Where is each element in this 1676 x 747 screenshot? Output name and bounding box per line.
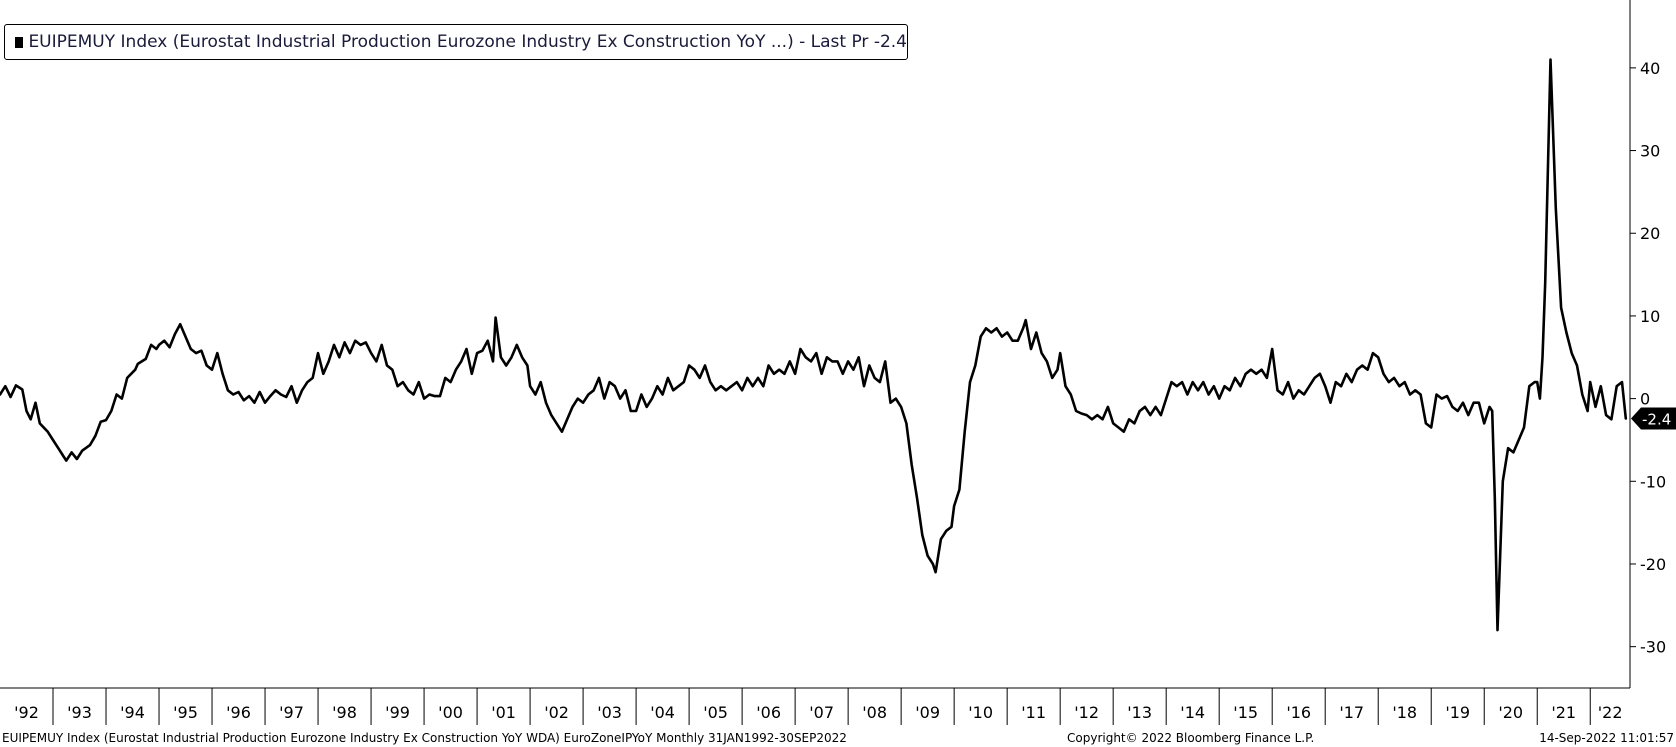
x-tick-label: '14 [1180, 703, 1205, 722]
last-value-marker: -2.4 [1631, 407, 1676, 430]
x-tick-label: '94 [120, 703, 145, 722]
x-tick-label: '21 [1551, 703, 1576, 722]
x-tick-label: '11 [1021, 703, 1046, 722]
last-value-label: -2.4 [1642, 410, 1671, 428]
footer-ticker-description: EUIPEMUY Index (Eurostat Industrial Prod… [2, 731, 847, 745]
x-tick-label: '15 [1233, 703, 1258, 722]
legend-label: EUIPEMUY Index (Eurostat Industrial Prod… [28, 32, 907, 52]
footer-timestamp: 14-Sep-2022 11:01:57 [1539, 731, 1674, 745]
x-tick-label: '92 [14, 703, 39, 722]
x-tick-label: '19 [1445, 703, 1470, 722]
x-tick-label: '99 [385, 703, 410, 722]
x-tick-label: '17 [1339, 703, 1364, 722]
x-axis: '92 '93 '94 '95 '96 '97 '98 '99 '00 '01 '02 '03 '04 '… [0, 687, 1630, 725]
x-tick-label: '13 [1127, 703, 1152, 722]
x-tick-label: '95 [173, 703, 198, 722]
x-tick-label: '98 [332, 703, 357, 722]
footer-copyright: Copyright© 2022 Bloomberg Finance L.P. [1067, 731, 1315, 745]
x-tick-label: '00 [438, 703, 463, 722]
x-tick-label: '93 [67, 703, 92, 722]
x-tick-label: '06 [756, 703, 781, 722]
legend-swatch-icon [15, 36, 24, 48]
x-tick-label: '05 [703, 703, 728, 722]
x-tick-label: '18 [1392, 703, 1417, 722]
x-tick-label: '10 [968, 703, 993, 722]
last-value-tag [1631, 407, 1676, 430]
x-tick-label: '01 [491, 703, 516, 722]
x-tick-label: '09 [915, 703, 940, 722]
x-tick-label: '20 [1498, 703, 1523, 722]
series-line-euipemuy [0, 58, 1628, 632]
y-tick-label: 40 [1640, 59, 1660, 78]
y-tick-label: 10 [1640, 307, 1660, 326]
x-tick-label: '97 [279, 703, 304, 722]
x-tick-label: '22 [1598, 703, 1623, 722]
legend: EUIPEMUY Index (Eurostat Industrial Prod… [4, 24, 908, 60]
x-tick-label: '02 [544, 703, 569, 722]
y-tick-label: -30 [1640, 638, 1666, 657]
y-tick-label: -20 [1640, 555, 1666, 574]
x-tick-label: '08 [862, 703, 887, 722]
x-tick-label: '12 [1074, 703, 1099, 722]
y-tick-label: -10 [1640, 472, 1666, 491]
y-tick-label: 30 [1640, 142, 1660, 161]
x-tick-label: '04 [650, 703, 675, 722]
x-tick-label: '07 [809, 703, 834, 722]
x-tick-label: '16 [1286, 703, 1311, 722]
x-tick-label: '96 [226, 703, 251, 722]
y-tick-label: 0 [1640, 390, 1650, 409]
y-tick-label: 20 [1640, 224, 1660, 243]
x-tick-label: '03 [597, 703, 622, 722]
y-axis: -30 -20 -10 0 10 20 30 40 [1629, 0, 1666, 688]
